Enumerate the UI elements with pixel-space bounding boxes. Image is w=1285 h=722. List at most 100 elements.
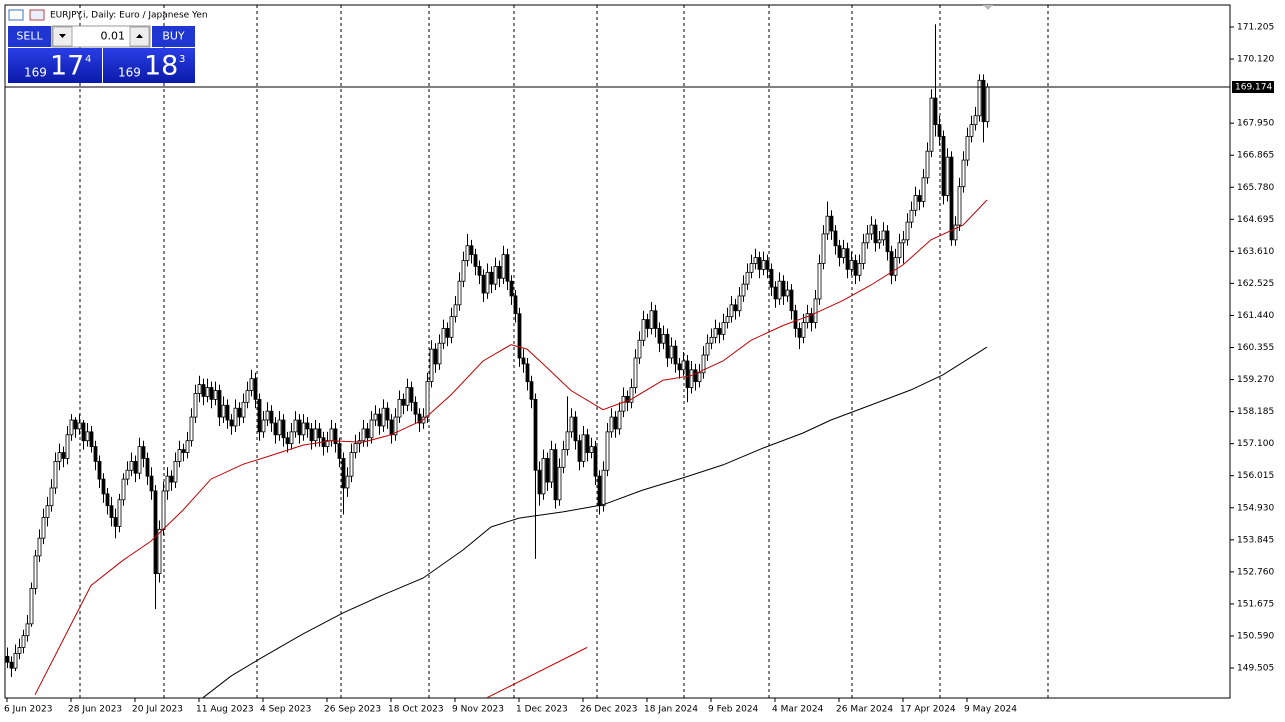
header-icons [8,9,45,21]
candle-body [341,458,346,489]
candle-body [801,322,806,338]
candle-body [701,354,706,374]
bid-box[interactable] [8,48,102,83]
candle-body [169,475,174,483]
candle-body [85,431,90,442]
candle-body [253,378,258,400]
candle-body [21,635,26,648]
candle-body [205,387,210,397]
candle-body [857,263,862,276]
candle-body [133,460,138,474]
candle-body [61,452,66,459]
candle-body [209,387,214,400]
candle-body [597,475,602,507]
candle-body [329,428,334,442]
candle-body [785,289,790,297]
ask-pips: 18 [144,51,178,82]
candle-body [241,401,246,418]
candle-body [653,310,658,329]
candle-body [473,254,478,267]
candle-body [45,505,50,518]
candle-body [261,419,266,433]
y-tick-label: 157.100 [1237,439,1274,449]
x-tick-label: 26 Dec 2023 [580,705,638,715]
candle-body [893,257,898,276]
candle-body [885,230,890,253]
candle-body [333,428,338,445]
candle-body [865,233,870,244]
candle-body [485,271,490,294]
candle-body [745,271,750,285]
candle-body [561,449,566,468]
candle-body [273,422,278,436]
x-tick-label: 18 Oct 2023 [388,705,444,715]
candle-body [837,245,842,258]
candle-body [233,407,238,427]
candle-body [881,230,886,241]
candle-body [901,239,906,244]
candle-body [77,422,82,430]
candle-body [585,434,590,453]
x-tick-label: 6 Jun 2023 [4,705,52,715]
candle-body [145,458,150,477]
icon [8,9,24,21]
candle-body [557,466,562,501]
x-tick-label: 20 Jul 2023 [132,705,183,715]
candle-body [101,478,106,495]
candle-body [69,419,74,436]
candle-body [405,387,410,406]
candle-body [777,280,782,300]
y-tick-label: 170.120 [1237,55,1274,65]
buy-label: BUY [162,30,185,43]
ask-box[interactable] [103,48,195,83]
candle-body [177,449,182,462]
candle-body [685,360,690,388]
candle-body [465,245,470,261]
candle-body [905,221,910,241]
candle-body [789,289,794,312]
x-tick-label: 1 Dec 2023 [516,705,568,715]
y-tick-label: 166.865 [1237,151,1274,161]
candle-body [173,460,178,483]
candle-body [393,416,398,436]
candle-body [565,431,570,450]
candle-body [501,254,506,279]
candle-body [717,328,722,335]
candle-body [781,280,786,297]
candle-body [265,410,270,421]
candle-body [953,224,958,241]
candle-body [733,304,738,312]
candle-body [637,339,642,359]
candle-body [297,419,302,436]
candle-body [693,369,698,383]
candle-body [417,413,422,424]
y-tick-label: 150.590 [1237,631,1274,641]
candle-body [525,363,530,383]
candle-body [189,416,194,442]
candle-body [537,469,542,495]
y-tick-label: 171.205 [1237,23,1274,33]
sell-button[interactable] [8,26,51,47]
candle-body [457,280,462,306]
candle-body [129,460,134,471]
y-tick-label: 167.950 [1237,119,1274,129]
candle-body [513,295,518,315]
buy-button[interactable] [152,26,195,47]
candle-body [289,431,294,445]
bid-big: 169 [24,66,47,80]
candle-body [957,186,962,226]
candle-body [665,333,670,359]
candle-body [373,413,378,421]
candle-body [325,440,330,448]
candle-body [301,422,306,436]
y-tick-label: 161.440 [1237,311,1274,321]
candle-body [157,528,162,575]
candle-body [337,443,342,459]
candle-body [213,390,218,400]
lot-input[interactable] [51,25,151,48]
candle-body [109,505,114,518]
candle-body [753,257,758,264]
candle-body [5,655,10,663]
candle-body [841,248,846,258]
x-tick-label: 4 Mar 2024 [772,705,824,715]
